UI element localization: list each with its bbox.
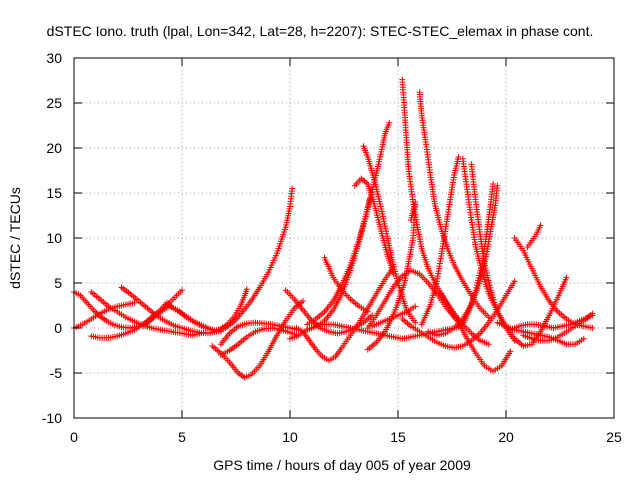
data-point bbox=[511, 337, 518, 344]
data-point bbox=[243, 286, 250, 293]
x-axis-label: GPS time / hours of day 005 of year 2009 bbox=[213, 457, 471, 473]
x-tick-label: 25 bbox=[606, 429, 622, 445]
series-17 bbox=[360, 143, 419, 326]
y-tick-label: 25 bbox=[46, 95, 62, 111]
data-point bbox=[563, 274, 570, 281]
series-34 bbox=[520, 310, 596, 344]
data-series bbox=[71, 76, 596, 381]
series-25 bbox=[418, 154, 462, 328]
data-point bbox=[386, 119, 393, 126]
series-6 bbox=[211, 286, 250, 335]
data-point bbox=[580, 335, 587, 342]
y-tick-label: 20 bbox=[46, 140, 62, 156]
x-tick-label: 0 bbox=[70, 429, 78, 445]
data-point bbox=[289, 185, 296, 192]
data-point bbox=[485, 341, 492, 348]
x-tick-label: 20 bbox=[498, 429, 514, 445]
y-tick-label: 15 bbox=[46, 185, 62, 201]
series-21 bbox=[364, 199, 419, 353]
series-18 bbox=[369, 303, 419, 330]
y-axis-label: dSTEC / TECUs bbox=[7, 187, 23, 289]
data-point bbox=[364, 346, 371, 353]
series-22 bbox=[416, 89, 492, 321]
data-point bbox=[537, 222, 544, 229]
data-point bbox=[299, 298, 306, 304]
series-1 bbox=[71, 299, 138, 331]
x-tick-label: 15 bbox=[390, 429, 406, 445]
axis-ticks: 0 5 10 15 20 25 -10 -5 0 5 10 15 20 25 30 bbox=[42, 50, 622, 445]
y-tick-label: -5 bbox=[50, 365, 63, 381]
y-tick-label: 0 bbox=[54, 320, 62, 336]
data-point bbox=[494, 182, 501, 189]
data-point bbox=[412, 303, 419, 310]
series-4 bbox=[118, 185, 296, 337]
y-tick-label: 5 bbox=[54, 275, 62, 291]
data-point bbox=[485, 314, 492, 321]
data-point bbox=[131, 299, 138, 306]
y-tick-label: 30 bbox=[46, 50, 62, 66]
data-point bbox=[589, 310, 596, 317]
series-31 bbox=[524, 222, 544, 250]
data-point bbox=[418, 321, 425, 328]
data-point bbox=[507, 348, 514, 355]
x-tick-label: 10 bbox=[282, 429, 298, 445]
data-point bbox=[589, 325, 596, 331]
data-point bbox=[511, 278, 518, 285]
series-9 bbox=[209, 298, 306, 381]
chart-title: dSTEC Iono. truth (lpal, Lon=342, Lat=28… bbox=[47, 23, 594, 39]
series-28 bbox=[459, 181, 497, 328]
series-12 bbox=[293, 263, 397, 364]
series-29 bbox=[438, 290, 514, 375]
x-tick-label: 5 bbox=[178, 429, 186, 445]
y-tick-label: 10 bbox=[46, 230, 62, 246]
y-tick-label: -10 bbox=[42, 410, 62, 426]
series-27 bbox=[468, 161, 518, 344]
data-point bbox=[179, 287, 185, 294]
data-point bbox=[364, 308, 371, 315]
data-point bbox=[412, 319, 419, 326]
